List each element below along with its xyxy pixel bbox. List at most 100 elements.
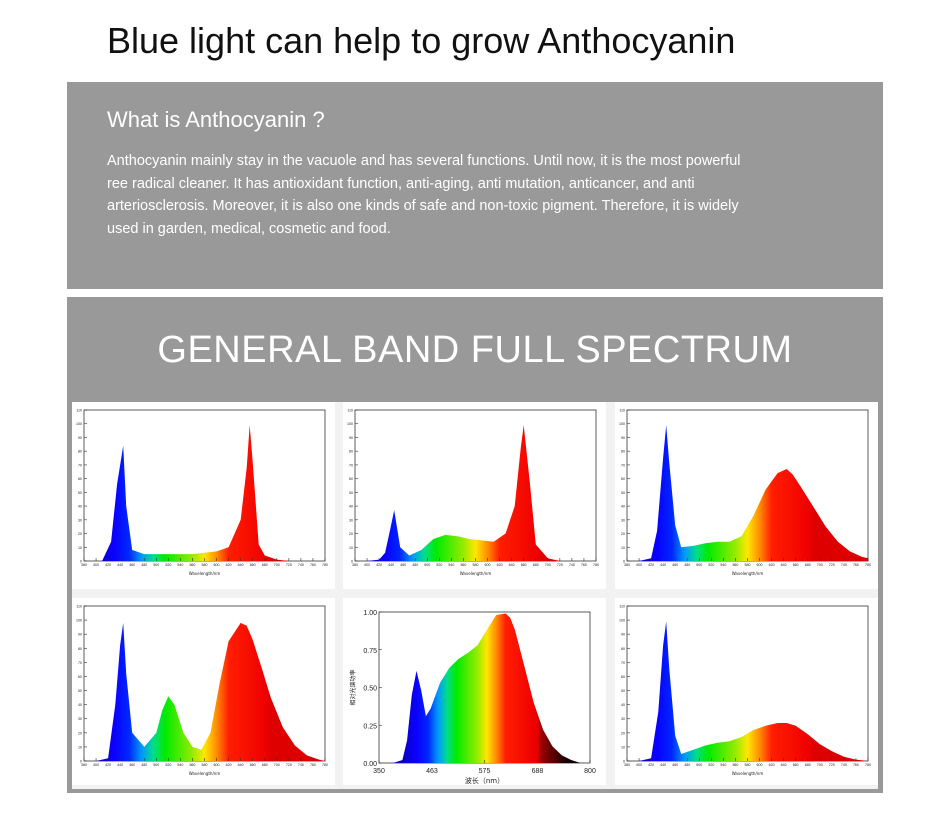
y-tick-label: 30 [349, 518, 353, 522]
x-tick-label: 480 [684, 563, 690, 567]
spectrum-chart-svg: 0 10 20 30 40 50 60 70 80 90 100 110 380 400 420 440 460… [347, 409, 599, 577]
y-tick-label: 50 [349, 491, 353, 495]
x-axis-label: Wavelength/nm [189, 571, 221, 576]
x-tick-label: 700 [817, 563, 823, 567]
x-tick-label: 800 [584, 768, 596, 775]
x-tick-label: 600 [485, 563, 491, 567]
x-tick-label: 400 [364, 563, 370, 567]
x-tick-label: 660 [793, 763, 799, 767]
x-tick-label: 500 [424, 563, 430, 567]
x-tick-label: 540 [720, 763, 726, 767]
y-tick-label: 30 [621, 717, 625, 721]
page-title: Blue light can help to grow Anthocyanin [107, 20, 736, 61]
spectrum-chart-svg: 0 10 20 30 40 50 60 70 80 90 100 110 380 400 420 440 460… [76, 605, 328, 777]
x-tick-label: 680 [533, 563, 539, 567]
x-tick-label: 460 [672, 763, 678, 767]
x-tick-label: 600 [214, 563, 220, 567]
x-tick-label: 700 [817, 763, 823, 767]
y-tick-label: 100 [76, 619, 82, 623]
y-tick-label: 20 [349, 532, 353, 536]
info-panel: What is Anthocyanin ? Anthocyanin mainly… [67, 82, 883, 289]
x-tick-label: 560 [189, 763, 195, 767]
x-axis-label: Wavelength/nm [732, 771, 764, 776]
y-tick-label: 30 [78, 518, 82, 522]
y-tick-label: 40 [78, 505, 82, 509]
y-tick-label: 0.25 [363, 723, 377, 730]
x-tick-label: 720 [286, 763, 292, 767]
x-tick-label: 540 [177, 763, 183, 767]
x-tick-label: 700 [545, 563, 551, 567]
x-tick-label: 780 [593, 563, 599, 567]
info-heading: What is Anthocyanin ? [107, 107, 325, 132]
x-tick-label: 420 [648, 563, 654, 567]
x-tick-label: 440 [388, 563, 394, 567]
y-tick-label: 90 [78, 633, 82, 637]
y-tick-label: 1.00 [363, 610, 377, 617]
spectrum-chart-2: 0 10 20 30 40 50 60 70 80 90 100 110 380 400 420 440 460… [343, 402, 606, 589]
x-tick-label: 463 [426, 768, 438, 775]
x-tick-label: 520 [165, 763, 171, 767]
spectrum-area [96, 622, 325, 761]
x-tick-label: 520 [165, 563, 171, 567]
y-tick-label: 10 [78, 745, 82, 749]
x-tick-label: 460 [672, 563, 678, 567]
x-axis-label: Wavelength/nm [460, 571, 492, 576]
y-tick-label: 20 [78, 731, 82, 735]
spectrum-heading: GENERAL BAND FULL SPECTRUM [157, 329, 793, 371]
spectrum-chart-6: 0 10 20 30 40 50 60 70 80 90 100 110 380 400 420 440 460… [615, 598, 878, 785]
x-tick-label: 600 [757, 563, 763, 567]
spectrum-chart-4: 0 10 20 30 40 50 60 70 80 90 100 110 380 400 420 440 460… [72, 598, 335, 785]
info-body: Anthocyanin mainly stay in the vacuole a… [107, 150, 847, 240]
y-tick-label: 0 [623, 760, 625, 764]
x-tick-label: 640 [781, 763, 787, 767]
x-tick-label: 660 [250, 563, 256, 567]
spectrum-area [639, 621, 868, 761]
x-tick-label: 740 [298, 563, 304, 567]
y-tick-label: 90 [621, 436, 625, 440]
x-tick-label: 560 [732, 763, 738, 767]
y-tick-label: 20 [78, 532, 82, 536]
x-tick-label: 400 [636, 763, 642, 767]
x-tick-label: 760 [310, 563, 316, 567]
spectrum-chart-1: 0 10 20 30 40 50 60 70 80 90 100 110 380 400 420 440 460… [72, 402, 335, 589]
x-tick-label: 660 [250, 763, 256, 767]
y-tick-label: 90 [621, 633, 625, 637]
y-tick-label: 0 [80, 760, 82, 764]
x-tick-label: 400 [93, 563, 99, 567]
y-tick-label: 110 [347, 409, 353, 413]
x-tick-label: 760 [853, 763, 859, 767]
y-tick-label: 110 [76, 409, 82, 413]
x-tick-label: 660 [521, 563, 527, 567]
x-tick-label: 680 [805, 763, 811, 767]
y-tick-label: 0 [80, 560, 82, 564]
x-tick-label: 680 [805, 563, 811, 567]
y-tick-label: 0.50 [363, 686, 377, 693]
x-tick-label: 440 [117, 763, 123, 767]
y-tick-label: 110 [619, 409, 625, 413]
y-tick-label: 20 [621, 532, 625, 536]
spectrum-chart-svg: 0 10 20 30 40 50 60 70 80 90 100 110 380 400 420 440 460… [619, 409, 871, 577]
y-tick-label: 80 [78, 450, 82, 454]
x-tick-label: 640 [781, 563, 787, 567]
y-tick-label: 80 [78, 647, 82, 651]
x-tick-label: 780 [865, 563, 871, 567]
x-tick-label: 575 [479, 768, 491, 775]
y-tick-label: 90 [78, 436, 82, 440]
chart-grid: 0 10 20 30 40 50 60 70 80 90 100 110 380 400 420 440 460… [72, 402, 878, 789]
y-tick-label: 60 [621, 477, 625, 481]
x-tick-label: 480 [684, 763, 690, 767]
x-tick-label: 560 [732, 563, 738, 567]
x-tick-label: 700 [274, 763, 280, 767]
x-tick-label: 560 [460, 563, 466, 567]
info-line: ree radical cleaner. It has antioxidant … [107, 175, 695, 192]
x-tick-label: 460 [400, 563, 406, 567]
x-tick-label: 440 [660, 563, 666, 567]
y-tick-label: 70 [621, 661, 625, 665]
spectrum-chart-5: 0.00 0.25 0.50 0.75 1.00 350 463 575 688 800 波长（nm… [343, 598, 606, 785]
y-tick-label: 40 [621, 703, 625, 707]
spectrum-chart-3: 0 10 20 30 40 50 60 70 80 90 100 110 380 400 420 440 460… [615, 402, 878, 589]
y-tick-label: 0.75 [363, 648, 377, 655]
x-tick-label: 500 [153, 763, 159, 767]
y-tick-label: 70 [349, 463, 353, 467]
y-tick-label: 60 [621, 675, 625, 679]
